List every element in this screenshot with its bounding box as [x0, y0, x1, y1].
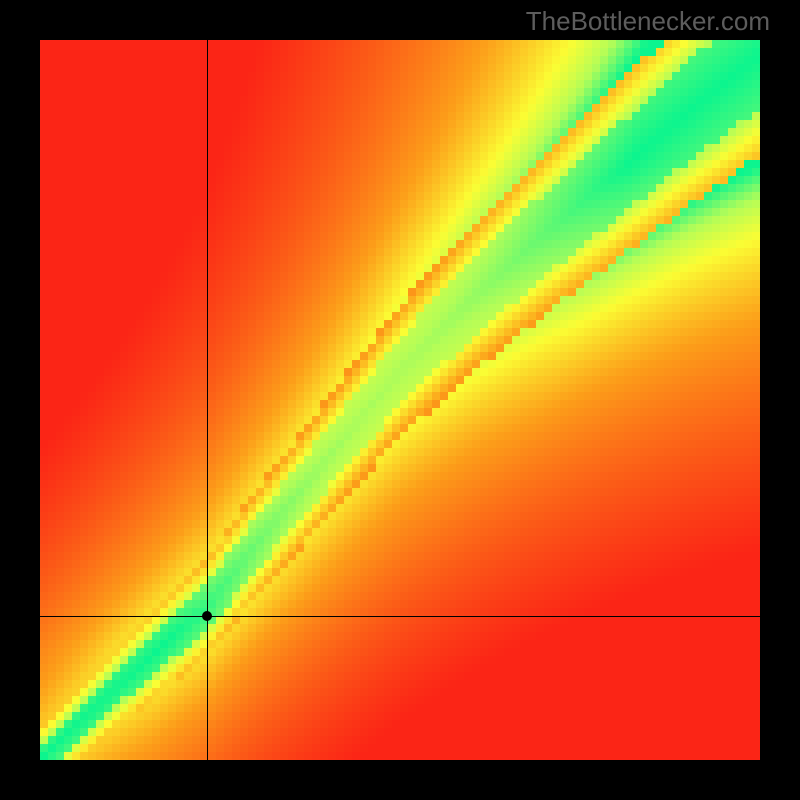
plot-area [40, 40, 760, 760]
heatmap-canvas [40, 40, 760, 760]
crosshair-horizontal [40, 616, 760, 617]
marker-dot [202, 611, 212, 621]
crosshair-vertical [207, 40, 208, 760]
chart-container: TheBottlenecker.com [0, 0, 800, 800]
watermark-text: TheBottlenecker.com [526, 6, 770, 37]
